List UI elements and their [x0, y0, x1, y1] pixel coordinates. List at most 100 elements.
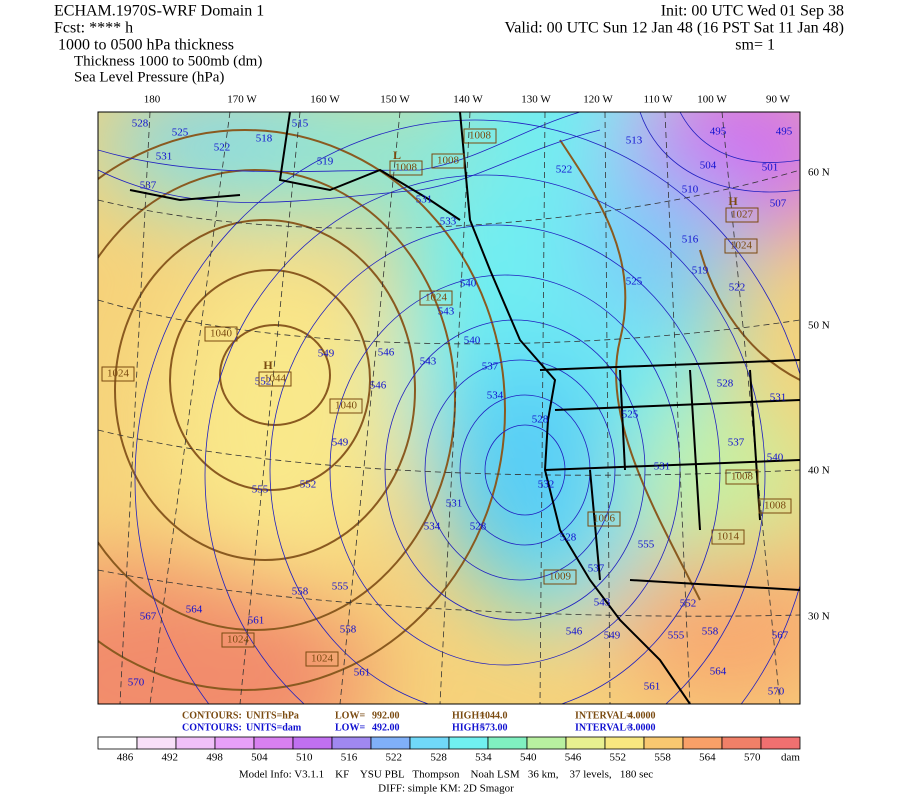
slp-box	[258, 371, 292, 387]
slp-label: 1006	[593, 513, 616, 525]
thickness-label: 564	[710, 666, 727, 678]
pressure-center: H	[263, 358, 273, 372]
slp-label: 1008	[764, 500, 787, 512]
contour-info: 992.00	[372, 710, 400, 721]
header-right: Init: 00 UTC Wed 01 Sep 38	[661, 3, 844, 20]
thickness-label: 533	[440, 216, 457, 228]
colorbar-box	[448, 736, 489, 750]
slp-box	[711, 529, 745, 545]
colorbar-box	[721, 736, 762, 750]
thickness-label: 567	[772, 630, 789, 642]
thickness-label: 570	[128, 677, 145, 689]
colorbar-label: 510	[296, 752, 313, 764]
thickness-label: 543	[594, 597, 611, 609]
colorbar-label: 522	[386, 752, 403, 764]
thickness-label: 546	[566, 626, 583, 638]
slp-label: 1008	[437, 155, 460, 167]
footer-text: DIFF: simple KM: 2D Smagor	[378, 783, 514, 795]
thickness-label: 525	[626, 276, 643, 288]
slp-label: 1008	[395, 162, 418, 174]
lon-label: 150 W	[380, 94, 410, 106]
colorbar-label: 492	[162, 752, 179, 764]
colorbar-label: 534	[475, 752, 492, 764]
thickness-label: 531	[416, 194, 433, 206]
thickness-label: 555	[668, 630, 685, 642]
thickness-label: 513	[626, 135, 643, 147]
thickness-label: 561	[248, 615, 265, 627]
thickness-label: 534	[424, 521, 441, 533]
slp-box	[329, 398, 363, 414]
thickness-label: 537	[588, 563, 605, 575]
lon-label: 90 W	[766, 94, 791, 106]
thickness-label: 558	[292, 586, 309, 598]
slp-box	[587, 511, 621, 527]
thickness-label: 522	[729, 282, 746, 294]
colorbar-box	[526, 736, 567, 750]
thickness-label: 522	[214, 142, 231, 154]
thickness-label: 543	[420, 356, 437, 368]
lon-label: 100 W	[697, 94, 727, 106]
thickness-label: 540	[767, 452, 784, 464]
contour-info: HIGH=	[452, 722, 485, 733]
colorbar-box	[175, 736, 216, 750]
contour-info: 1044.0	[480, 710, 508, 721]
thickness-label: 549	[332, 437, 349, 449]
map-field	[98, 112, 800, 704]
lat-label: 40 N	[808, 465, 830, 477]
contour-info: 4.0000	[628, 710, 656, 721]
colorbar-unit: dam	[781, 752, 800, 764]
contour-info: UNITS=hPa	[246, 710, 299, 721]
contour-info: HIGH=	[452, 710, 485, 721]
header-right: Valid: 00 UTC Sun 12 Jan 48 (16 PST Sat …	[504, 20, 844, 37]
slp-label: 1024	[107, 368, 130, 380]
thickness-label: 564	[186, 604, 203, 616]
thickness-label: 552	[680, 598, 697, 610]
thickness-label: 543	[438, 306, 455, 318]
colorbar-box	[331, 736, 372, 750]
thickness-label: 495	[710, 126, 727, 138]
thickness-label: 570	[768, 686, 785, 698]
thickness-label: 525	[172, 127, 189, 139]
thickness-label: 546	[370, 380, 387, 392]
slp-label: 1040	[335, 400, 358, 412]
colorbar-label: 546	[565, 752, 582, 764]
header-left: Fcst: **** h	[54, 20, 133, 37]
contour-info: CONTOURS:	[182, 710, 242, 721]
colorbar-label: 564	[699, 752, 716, 764]
header-left: ECHAM.1970S-WRF Domain 1	[54, 3, 264, 20]
lat-label: 60 N	[808, 167, 830, 179]
footer-text: Model Info: V3.1.1 KF YSU PBL Thompson N…	[239, 769, 653, 781]
colorbar-label: 498	[206, 752, 223, 764]
slp-box	[101, 366, 135, 382]
contour-info: LOW=	[335, 710, 365, 721]
colorbar-box	[760, 736, 801, 750]
colorbar-box	[409, 736, 450, 750]
slp-box	[724, 238, 758, 254]
contour-info: 492.00	[372, 722, 400, 733]
header-left: 1000 to 0500 hPa thickness	[58, 37, 234, 54]
pressure-center: L	[393, 148, 401, 162]
thickness-label: 531	[654, 461, 671, 473]
colorbar-box	[370, 736, 411, 750]
thickness-label: 519	[692, 265, 709, 277]
thickness-label: 552	[300, 479, 317, 491]
colorbar-box	[292, 736, 333, 750]
lon-label: 170 W	[227, 94, 257, 106]
thickness-label: 549	[318, 348, 335, 360]
thickness-label: 531	[156, 151, 173, 163]
thickness-label: 534	[487, 390, 504, 402]
slp-box	[305, 651, 339, 667]
colorbar-box	[565, 736, 606, 750]
field-name: Thickness 1000 to 500mb (dm)	[74, 53, 262, 69]
thickness-label: 561	[354, 667, 371, 679]
thickness-label: 555	[252, 484, 269, 496]
thickness-label: 540	[464, 335, 481, 347]
field-name: Sea Level Pressure (hPa)	[74, 69, 224, 85]
colorbar-label: 570	[744, 752, 761, 764]
header-right: sm= 1	[735, 37, 775, 54]
thickness-label: 537	[140, 180, 157, 192]
lat-label: 30 N	[808, 611, 830, 623]
pressure-center: H	[728, 194, 738, 208]
colorbar-label: 528	[430, 752, 447, 764]
thickness-label: 501	[762, 162, 779, 174]
